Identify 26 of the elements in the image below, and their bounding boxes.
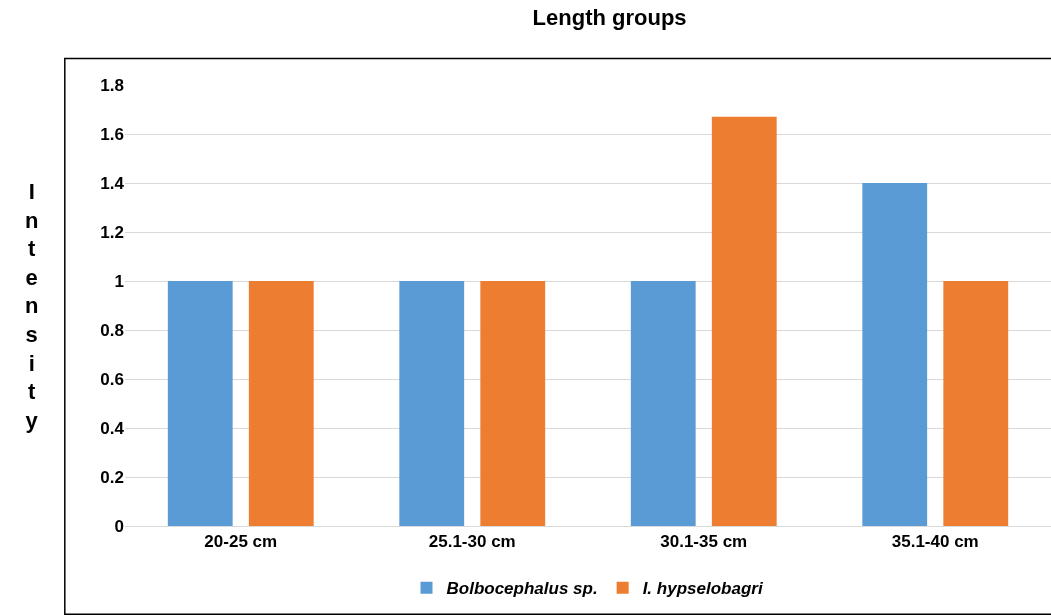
bar xyxy=(711,116,777,526)
y-tick-label: 0.8 xyxy=(100,320,124,340)
bar xyxy=(248,281,314,526)
legend-label: Bolbocephalus sp. xyxy=(446,579,598,599)
y-tick-label: 0.6 xyxy=(100,369,124,389)
bar xyxy=(943,281,1009,526)
y-tick-label: 1 xyxy=(114,271,124,291)
x-tick-label: 35.1-40 cm xyxy=(891,532,979,552)
x-tick-label: 25.1-30 cm xyxy=(428,532,516,552)
chart-title: Length groups xyxy=(532,4,687,30)
y-tick-label: 0 xyxy=(114,516,124,536)
bar xyxy=(862,183,928,526)
y-tick-label: 0.2 xyxy=(100,467,124,487)
y-tick-label: 0.4 xyxy=(100,418,125,438)
bar xyxy=(167,281,233,526)
y-tick-label: 1.6 xyxy=(100,124,124,144)
bar xyxy=(399,281,465,526)
y-tick-label: 1.4 xyxy=(100,173,125,193)
y-tick-label: 1.2 xyxy=(100,222,124,242)
x-tick-label: 30.1-35 cm xyxy=(660,532,748,552)
x-tick-label: 20-25 cm xyxy=(204,532,278,552)
bar xyxy=(480,281,546,526)
legend-label: I. hypselobagri xyxy=(642,579,764,599)
bar xyxy=(630,281,696,526)
text: Intensity xyxy=(25,179,39,433)
y-tick-label: 1.8 xyxy=(100,75,124,95)
